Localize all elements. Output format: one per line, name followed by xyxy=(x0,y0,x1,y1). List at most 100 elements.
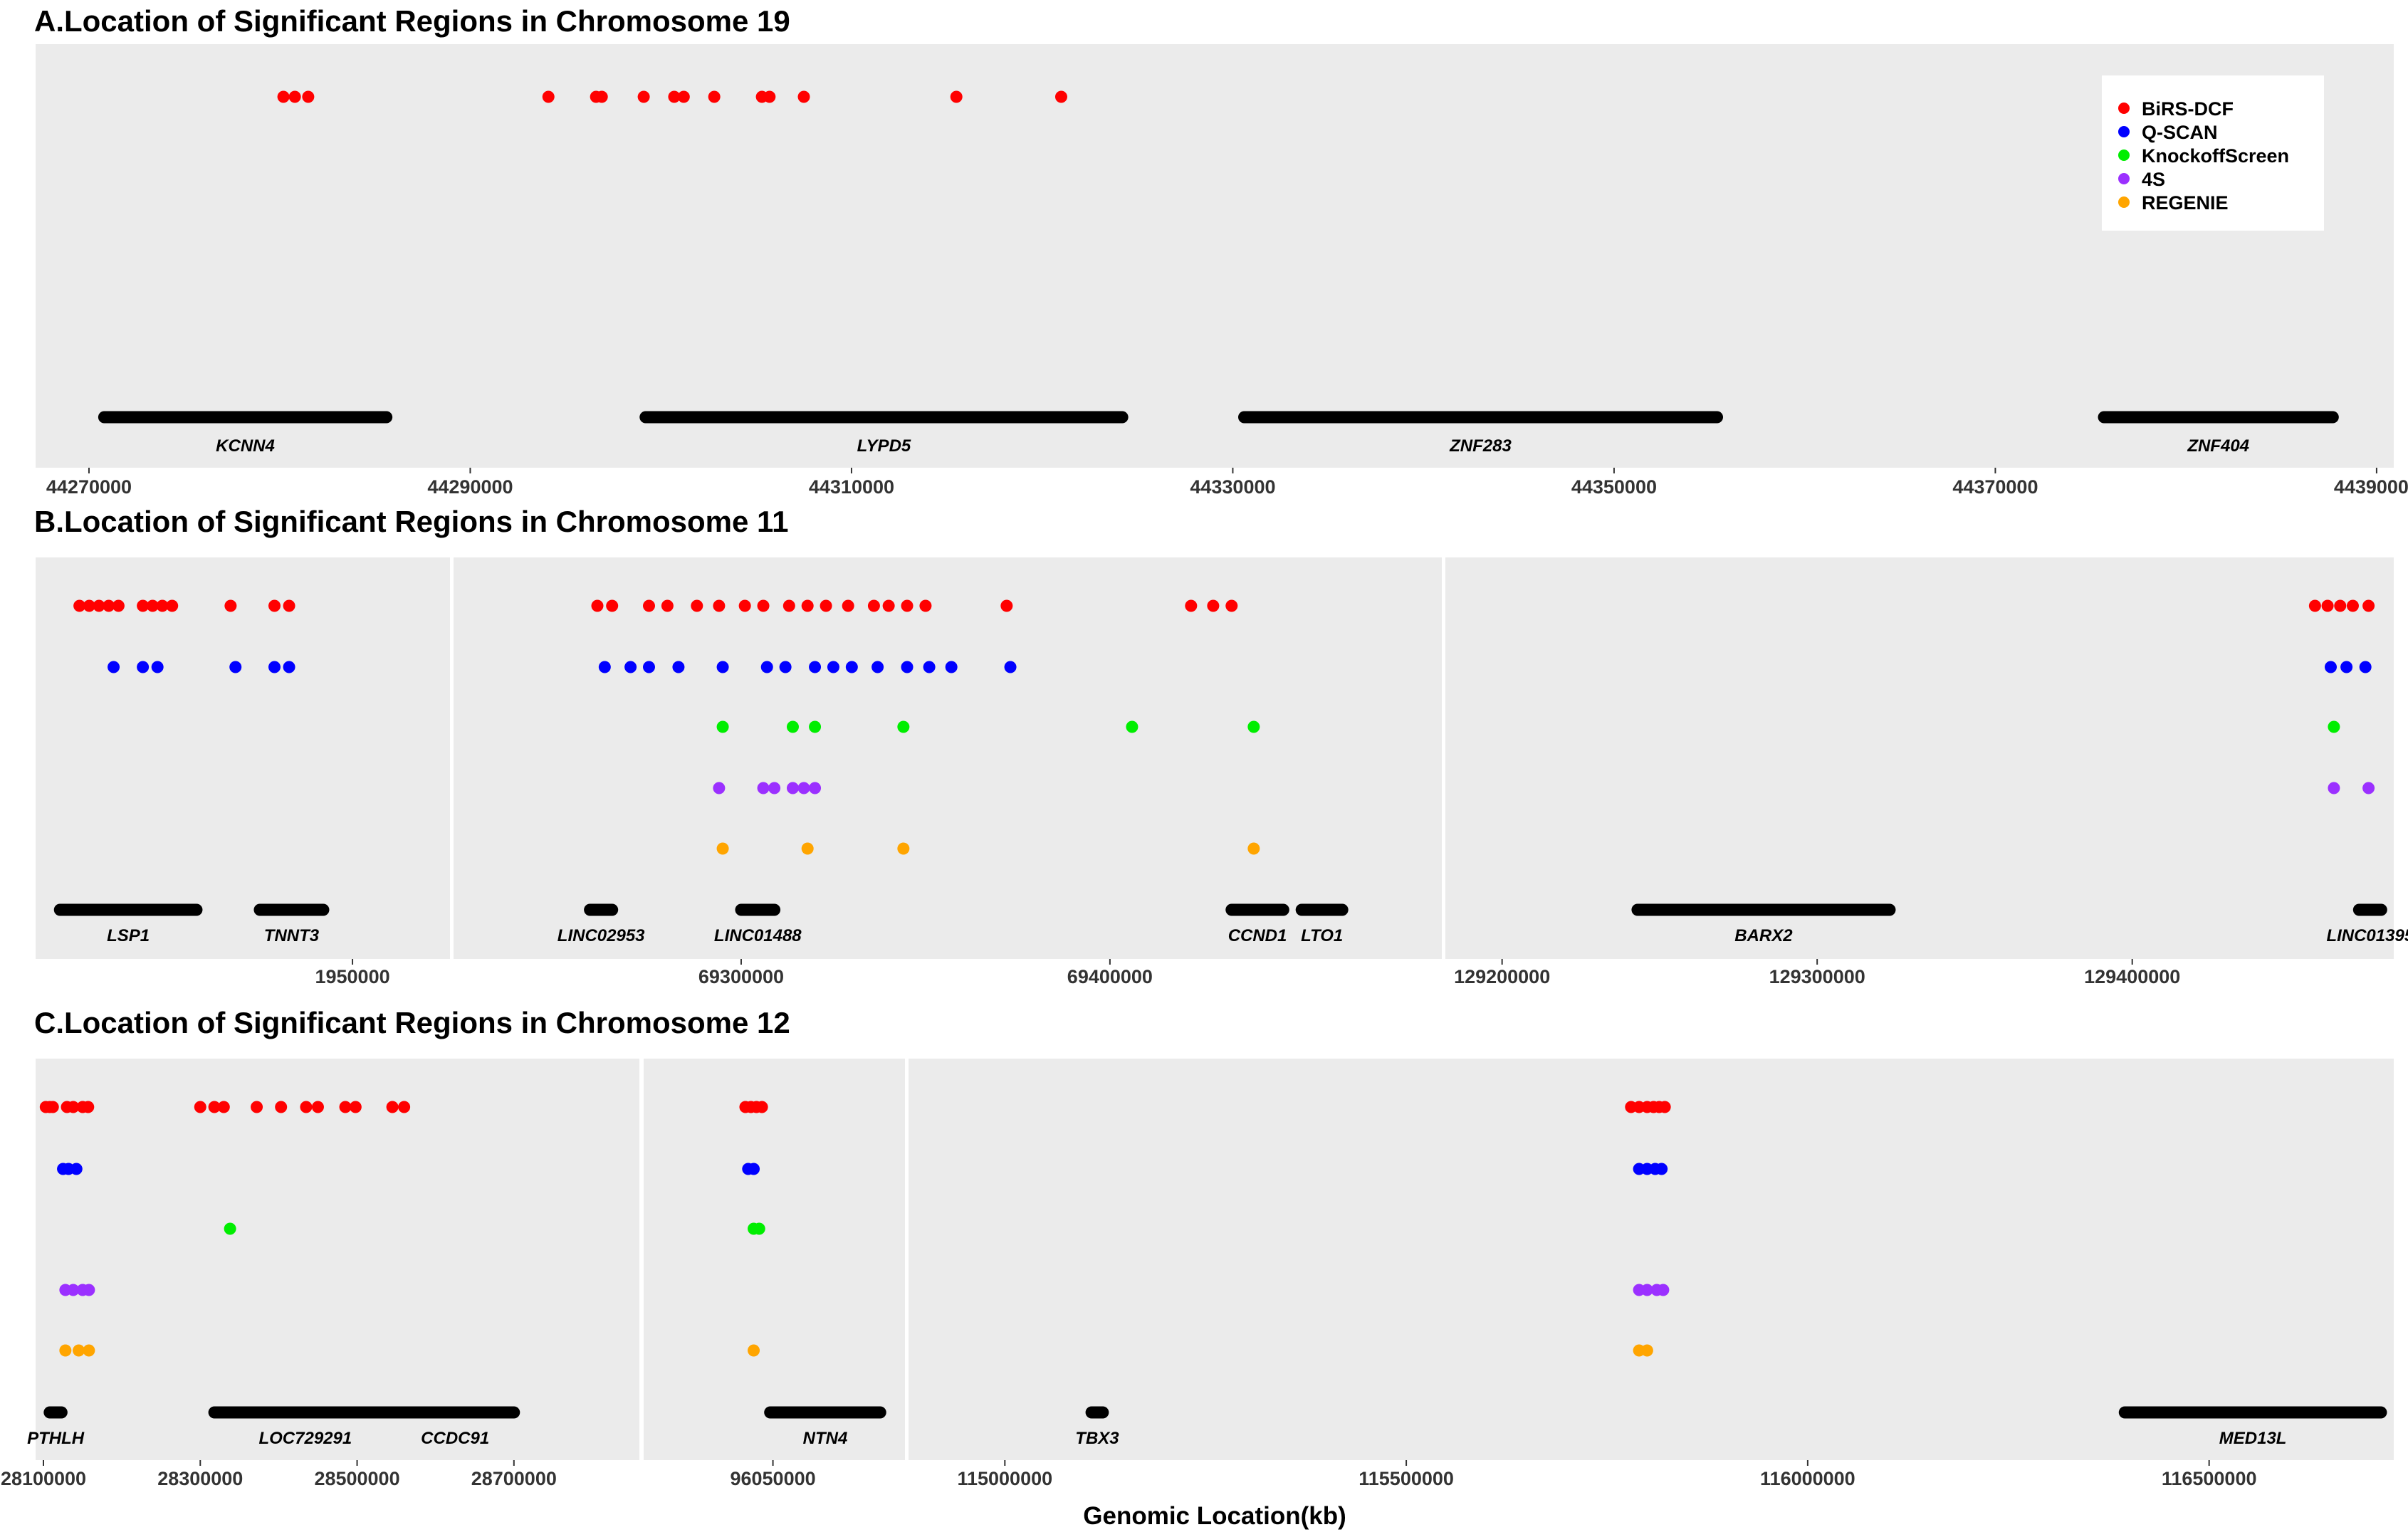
x-tick-label: 44310000 xyxy=(809,476,894,498)
point-q-scan xyxy=(642,661,655,673)
point-knockoffscreen xyxy=(1126,720,1138,733)
panel-b: B.Location of Significant Regions in Chr… xyxy=(34,505,2408,987)
point-birs-dcf xyxy=(542,90,555,103)
gene-label-tnnt3: TNNT3 xyxy=(264,926,320,945)
x-tick-label: 96050000 xyxy=(730,1468,815,1489)
point-q-scan xyxy=(268,661,281,673)
point-4s xyxy=(797,782,810,794)
point-birs-dcf xyxy=(691,599,703,612)
point-4s xyxy=(786,782,799,794)
panel-title: C.Location of Significant Regions in Chr… xyxy=(34,1006,790,1039)
x-tick-label: 28500000 xyxy=(314,1468,399,1489)
point-birs-dcf xyxy=(194,1101,206,1113)
point-q-scan xyxy=(108,661,120,673)
facet-background xyxy=(909,1059,2394,1460)
facet-3: TBX3 MED13L 115000000 115500000 116000000 116… xyxy=(909,1059,2394,1489)
point-q-scan xyxy=(716,661,729,673)
point-knockoffscreen xyxy=(897,720,910,733)
x-tick-label: 1950000 xyxy=(315,966,389,987)
facet-background xyxy=(36,557,450,959)
gene-label-kcnn4: KCNN4 xyxy=(216,436,275,456)
facet-background xyxy=(36,1059,639,1460)
point-birs-dcf xyxy=(275,1101,288,1113)
point-birs-dcf xyxy=(668,90,681,103)
point-birs-dcf xyxy=(217,1101,230,1113)
point-birs-dcf xyxy=(302,90,315,103)
x-tick-label: 28700000 xyxy=(471,1468,557,1489)
x-tick-label: 44350000 xyxy=(1571,476,1657,498)
panel-title: B.Location of Significant Regions in Chr… xyxy=(34,505,788,538)
point-regenie xyxy=(897,842,910,855)
point-knockoffscreen xyxy=(716,720,729,733)
point-birs-dcf xyxy=(738,599,751,612)
gene-label-znf404: ZNF404 xyxy=(2187,436,2249,456)
facet-1: KCNN4 LYPD5 ZNF283 ZNF404 44270000 44290000 44… xyxy=(36,44,2408,498)
point-4s xyxy=(1640,1284,1653,1296)
legend-label-birs-dcf: BiRS-DCF xyxy=(2142,98,2234,120)
legend-box xyxy=(2102,75,2324,231)
point-birs-dcf xyxy=(606,599,619,612)
point-birs-dcf xyxy=(1000,599,1013,612)
point-birs-dcf xyxy=(268,599,281,612)
gene-label-lypd5: LYPD5 xyxy=(857,436,911,456)
point-q-scan xyxy=(283,661,295,673)
facet-background xyxy=(644,1059,905,1460)
point-regenie xyxy=(59,1344,72,1357)
point-regenie xyxy=(716,842,729,855)
gene-label-loc729291: LOC729291 xyxy=(258,1429,352,1448)
x-tick-label: 69400000 xyxy=(1067,966,1153,987)
point-q-scan xyxy=(748,1163,760,1175)
point-knockoffscreen xyxy=(753,1222,765,1235)
x-tick-label: 28300000 xyxy=(157,1468,243,1489)
gene-label-znf283: ZNF283 xyxy=(1449,436,1512,456)
legend-label-knockoffscreen: KnockoffScreen xyxy=(2142,145,2289,167)
point-birs-dcf xyxy=(46,1101,59,1113)
gene-label-lsp1: LSP1 xyxy=(107,926,150,945)
facet-3: BARX2 LINC01395 129200000 129300000 12940000… xyxy=(1445,557,2408,987)
point-q-scan xyxy=(137,661,150,673)
legend-label-regenie: REGENIE xyxy=(2142,192,2229,214)
x-tick-label: 129200000 xyxy=(1454,966,1550,987)
point-knockoffscreen xyxy=(809,720,822,733)
facet-1: PTHLH LOC729291 CCDC91 28100000 28300000 2850… xyxy=(1,1059,639,1489)
point-birs-dcf xyxy=(708,90,721,103)
point-birs-dcf xyxy=(637,90,650,103)
point-birs-dcf xyxy=(950,90,963,103)
point-q-scan xyxy=(229,661,242,673)
x-tick-label: 116500000 xyxy=(2162,1468,2257,1489)
point-birs-dcf xyxy=(1658,1101,1671,1113)
point-q-scan xyxy=(845,661,858,673)
point-q-scan xyxy=(809,661,822,673)
point-birs-dcf xyxy=(755,1101,768,1113)
gene-label-linc01395: LINC01395 xyxy=(2326,926,2408,945)
x-tick-label: 115500000 xyxy=(1359,1468,1454,1489)
point-birs-dcf xyxy=(73,599,86,612)
point-birs-dcf xyxy=(2308,599,2321,612)
point-birs-dcf xyxy=(277,90,290,103)
gene-label-linc01488: LINC01488 xyxy=(714,926,802,945)
facet-background xyxy=(36,44,2394,468)
point-birs-dcf xyxy=(1185,599,1198,612)
point-regenie xyxy=(83,1344,95,1357)
point-q-scan xyxy=(70,1163,83,1175)
x-tick-label: 69300000 xyxy=(698,966,784,987)
gene-label-ntn4: NTN4 xyxy=(803,1429,848,1448)
gene-label-linc02953: LINC02953 xyxy=(557,926,645,945)
x-tick-label: 28100000 xyxy=(1,1468,86,1489)
point-knockoffscreen xyxy=(786,720,799,733)
point-regenie xyxy=(1640,1344,1653,1357)
point-birs-dcf xyxy=(595,90,608,103)
x-tick-label: 44290000 xyxy=(427,476,513,498)
x-tick-label: 44330000 xyxy=(1190,476,1275,498)
point-birs-dcf xyxy=(251,1101,263,1113)
point-knockoffscreen xyxy=(224,1222,236,1235)
point-4s xyxy=(757,782,770,794)
point-birs-dcf xyxy=(224,599,237,612)
x-tick-label: 116000000 xyxy=(1760,1468,1855,1489)
point-q-scan xyxy=(827,661,839,673)
point-birs-dcf xyxy=(757,599,770,612)
point-birs-dcf xyxy=(1207,599,1220,612)
point-q-scan xyxy=(2359,661,2372,673)
point-q-scan xyxy=(672,661,685,673)
